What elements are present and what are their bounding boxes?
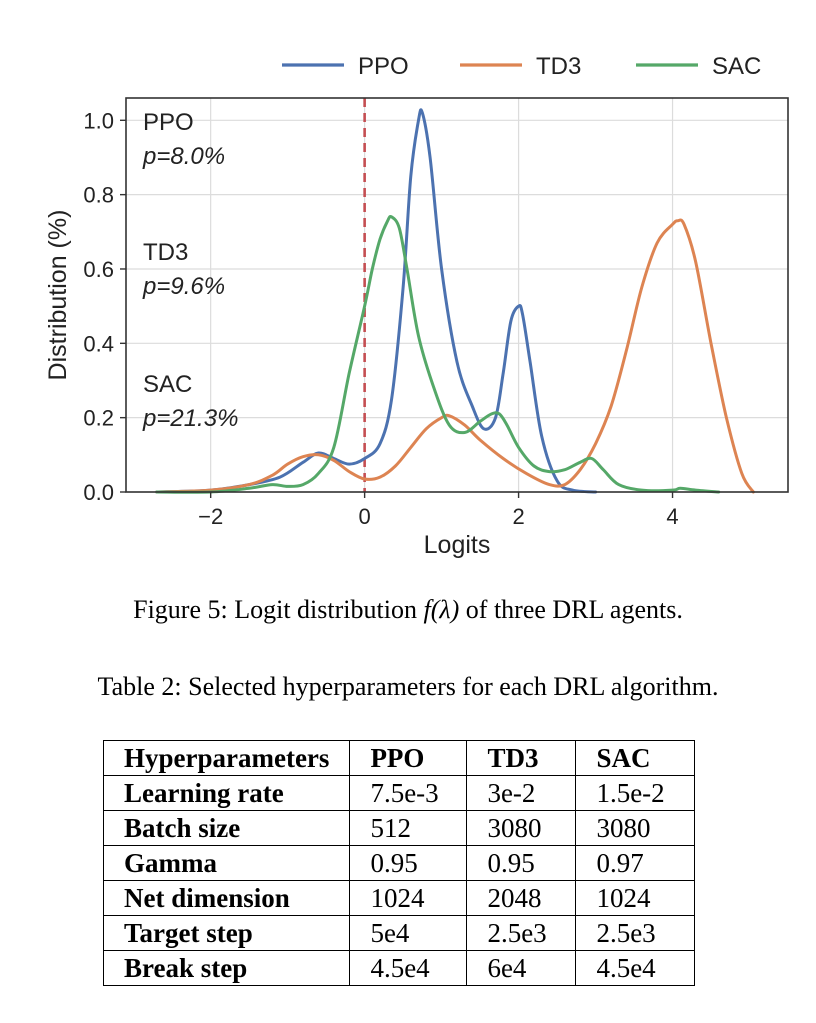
x-axis-label: Logits bbox=[424, 531, 491, 559]
table-cell: 3080 bbox=[575, 810, 696, 846]
annotation-label: TD3 bbox=[143, 239, 188, 266]
x-tick-label: −2 bbox=[198, 504, 223, 529]
x-tick-label: 2 bbox=[512, 504, 524, 529]
table-row: Break step 4.5e4 6e4 4.5e4 bbox=[102, 950, 696, 986]
figure-caption-suffix: of three DRL agents. bbox=[459, 595, 683, 624]
ticks-layer: −2 0 2 4 0.0 0.2 0.4 0.6 0.8 1.0 bbox=[83, 108, 678, 529]
annotation-label: PPO bbox=[143, 109, 194, 136]
x-tick-label: 4 bbox=[666, 504, 678, 529]
table-row: Learning rate 7.5e-3 3e-2 1.5e-2 bbox=[102, 775, 696, 811]
table-cell: 2.5e3 bbox=[575, 915, 696, 951]
y-tick-label: 0.0 bbox=[83, 480, 114, 505]
series-layer bbox=[155, 108, 755, 494]
table-cell: 1024 bbox=[575, 880, 696, 916]
row-label: Target step bbox=[102, 915, 351, 951]
y-tick-label: 0.4 bbox=[83, 331, 114, 356]
header-ppo: PPO bbox=[349, 740, 468, 776]
row-label: Learning rate bbox=[102, 775, 351, 811]
logit-distribution-chart: −2 0 2 4 0.0 0.2 0.4 0.6 0.8 1.0 PPO p=8.0% TD3 p=9.… bbox=[44, 53, 789, 559]
y-tick-label: 0.2 bbox=[83, 406, 114, 431]
series-line-td3 bbox=[155, 218, 755, 494]
table-cell: 2.5e3 bbox=[466, 915, 577, 951]
row-label: Net dimension bbox=[102, 880, 351, 916]
table-row: Target step 5e4 2.5e3 2.5e3 bbox=[102, 915, 696, 951]
annotation-value: p=21.3% bbox=[142, 405, 238, 432]
table-cell: 7.5e-3 bbox=[349, 775, 468, 811]
header-sac: SAC bbox=[575, 740, 696, 776]
table-cell: 512 bbox=[349, 810, 468, 846]
figure-caption-prefix: Figure 5: Logit distribution bbox=[133, 595, 424, 624]
legend-label-sac: SAC bbox=[712, 53, 761, 80]
row-label: Break step bbox=[102, 950, 351, 986]
table-cell: 4.5e4 bbox=[575, 950, 696, 986]
table-cell: 3080 bbox=[466, 810, 577, 846]
table-row: Batch size 512 3080 3080 bbox=[102, 810, 696, 846]
y-axis-label: Distribution (%) bbox=[44, 210, 72, 381]
hyperparameter-table: Hyperparameters PPO TD3 SAC Learning rat… bbox=[102, 740, 696, 986]
table-cell: 0.97 bbox=[575, 845, 696, 881]
annotation-label: SAC bbox=[143, 371, 192, 398]
plot-frame bbox=[125, 97, 789, 493]
table-cell: 0.95 bbox=[349, 845, 468, 881]
row-label: Gamma bbox=[102, 845, 351, 881]
legend: PPO TD3 SAC bbox=[282, 53, 761, 80]
table-cell: 2048 bbox=[466, 880, 577, 916]
table-row: Gamma 0.95 0.95 0.97 bbox=[102, 845, 696, 881]
table-cell: 6e4 bbox=[466, 950, 577, 986]
table-cell: 1024 bbox=[349, 880, 468, 916]
y-tick-label: 1.0 bbox=[83, 108, 114, 133]
legend-label-td3: TD3 bbox=[536, 53, 581, 80]
figure-caption: Figure 5: Logit distribution f(λ) of thr… bbox=[0, 595, 816, 625]
annotation-value: p=9.6% bbox=[142, 273, 225, 300]
header-hyperparameters: Hyperparameters bbox=[102, 740, 351, 776]
header-td3: TD3 bbox=[466, 740, 577, 776]
y-tick-label: 0.6 bbox=[83, 257, 114, 282]
figure-caption-math: f(λ) bbox=[423, 595, 460, 624]
table-row: Net dimension 1024 2048 1024 bbox=[102, 880, 696, 916]
series-line-sac bbox=[155, 214, 721, 494]
table-header-row: Hyperparameters PPO TD3 SAC bbox=[102, 740, 696, 776]
table-cell: 3e-2 bbox=[466, 775, 577, 811]
x-tick-label: 0 bbox=[359, 504, 371, 529]
table-caption: Table 2: Selected hyperparameters for ea… bbox=[97, 672, 719, 701]
y-tick-label: 0.8 bbox=[83, 183, 114, 208]
table-cell: 1.5e-2 bbox=[575, 775, 696, 811]
row-label: Batch size bbox=[102, 810, 351, 846]
table-cell: 4.5e4 bbox=[349, 950, 468, 986]
annotation-value: p=8.0% bbox=[142, 143, 225, 170]
series-line-ppo bbox=[155, 108, 598, 494]
annotations-layer: PPO p=8.0% TD3 p=9.6% SAC p=21.3% bbox=[142, 109, 238, 432]
table-cell: 5e4 bbox=[349, 915, 468, 951]
legend-label-ppo: PPO bbox=[358, 53, 409, 80]
table-cell: 0.95 bbox=[466, 845, 577, 881]
